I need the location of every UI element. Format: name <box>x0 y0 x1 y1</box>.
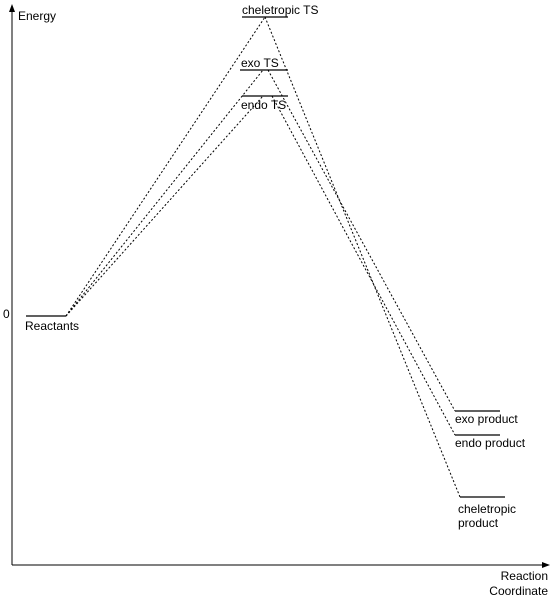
x-axis-label: Reaction <box>501 569 548 583</box>
level-label: cheletropic <box>458 502 516 516</box>
level-label: endo product <box>455 436 526 450</box>
connectors <box>65 16 461 498</box>
level-label: exo TS <box>241 56 279 70</box>
level-label: exo product <box>455 412 518 426</box>
zero-label: 0 <box>3 307 10 321</box>
level-label: endo TS <box>241 98 286 112</box>
level-label: cheletropic TS <box>242 3 318 17</box>
level-label: Reactants <box>25 319 79 333</box>
x-axis-label: Coordinate <box>489 584 548 598</box>
y-axis-label: Energy <box>18 9 56 23</box>
level-label: product <box>458 516 499 530</box>
